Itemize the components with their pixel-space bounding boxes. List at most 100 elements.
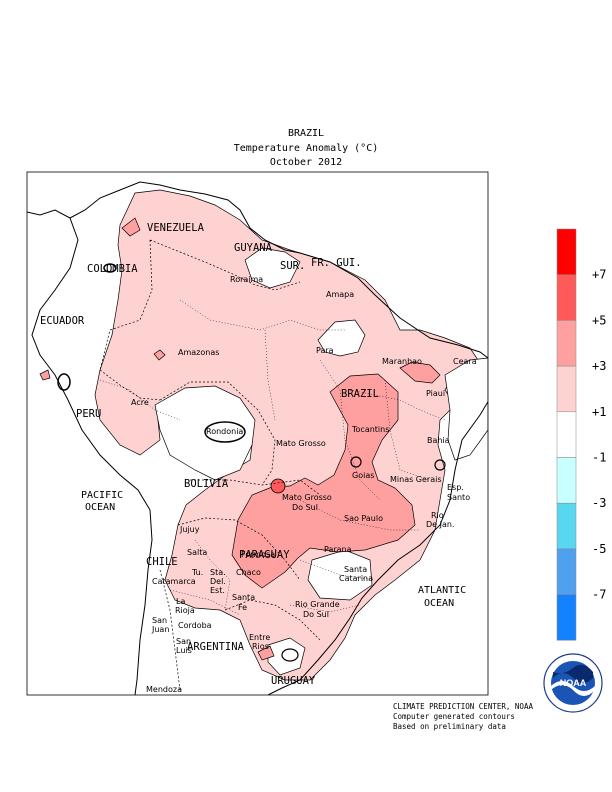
label-mgds-2: Do Sul xyxy=(292,503,318,512)
label-san-luis-1: San xyxy=(176,637,191,646)
legend-label: +1 xyxy=(592,405,606,419)
label-rgds-2: Do Sul xyxy=(303,610,329,619)
label-salta: Salta xyxy=(187,548,207,557)
map-frame xyxy=(26,171,489,696)
label-esp-santo-2: Santo xyxy=(447,493,470,502)
pacific-coastline xyxy=(27,209,153,695)
label-uruguay: URUGUAY xyxy=(271,675,316,687)
label-la-rioja-1: La xyxy=(176,597,185,606)
label-goias: Goias xyxy=(352,471,374,480)
anomaly-region-minus1 xyxy=(500,372,518,400)
label-san-juan-2: Juan xyxy=(151,625,169,634)
label-santa-catarina-2: Catarina xyxy=(339,574,373,583)
noaa-logo: NOAA xyxy=(543,653,603,713)
contour-ring-argentina xyxy=(281,648,299,662)
contour-ring-goias xyxy=(350,456,362,468)
label-ceara: Ceara xyxy=(453,357,477,366)
neutral-region-guyana xyxy=(244,247,301,289)
label-argentina: ARGENTINA xyxy=(187,641,245,653)
label-la-rioja-2: Rioja xyxy=(175,606,195,615)
anomaly-region-plus1 xyxy=(94,189,479,681)
legend-label: -5 xyxy=(592,542,606,556)
map-subtitle: Temperature Anomaly (°C) xyxy=(233,143,379,154)
label-amazonas: Amazonas xyxy=(178,348,219,357)
legend-label: +5 xyxy=(592,313,606,327)
label-cordoba: Cordoba xyxy=(178,621,212,630)
country-borders xyxy=(99,239,321,691)
contour-ring-rondonia xyxy=(204,421,246,443)
contour-ring-peru xyxy=(57,373,71,391)
anomaly-region-plus5 xyxy=(270,478,286,494)
label-ecuador: ECUADOR xyxy=(40,315,85,327)
noaa-logo-text: NOAA xyxy=(560,678,587,688)
label-tocantins: Tocantins xyxy=(351,425,389,434)
neutral-region-uruguay xyxy=(267,637,306,676)
label-peru: PERU xyxy=(76,408,101,420)
credit-line-2: Computer generated contours xyxy=(393,712,515,721)
label-maranhao: Maranhao xyxy=(382,357,422,366)
label-piaui: Piaui xyxy=(426,389,445,398)
label-bahia: Bahia xyxy=(427,436,450,445)
label-atlantic-2: OCEAN xyxy=(424,598,454,609)
label-brazil: BRAZIL xyxy=(341,388,379,400)
label-chile: CHILE xyxy=(146,556,178,568)
label-rondonia: Rondonia xyxy=(206,427,243,436)
label-sde-1: Sta. xyxy=(210,568,226,577)
label-rgds-1: Rio Grande xyxy=(295,600,340,609)
neutral-region-para xyxy=(317,319,366,357)
legend-label: +3 xyxy=(592,359,606,373)
label-entre-rios-2: Rios xyxy=(252,642,269,651)
label-catamarca: Catamarca xyxy=(152,577,196,586)
map-period: October 2012 xyxy=(269,157,343,168)
label-pacific-1: PACIFIC xyxy=(81,490,123,501)
legend-swatch xyxy=(556,457,577,504)
label-para: Para xyxy=(316,346,334,355)
legend-labels: +7 +5 +3 +1 -1 -3 -5 -7 xyxy=(592,268,606,602)
label-colombia: COLOMBIA xyxy=(87,263,138,275)
label-rio-2: De Jan. xyxy=(426,520,455,529)
legend-swatch xyxy=(556,411,577,458)
atlantic-coastline xyxy=(267,252,488,695)
label-jujuy: Jujuy xyxy=(179,525,200,534)
anomaly-region-plus3-argentina xyxy=(257,645,275,661)
anomaly-region-plus3-venezuela xyxy=(121,217,141,237)
map-title: BRAZIL xyxy=(287,128,325,139)
label-mendoza: Mendoza xyxy=(146,685,182,694)
legend-swatch xyxy=(556,594,577,641)
credit-line-3: Based on preliminary data xyxy=(393,722,506,731)
label-san-juan-1: San xyxy=(152,616,167,625)
label-santa-fe-2: Fe xyxy=(238,603,247,612)
label-suriname: SUR. xyxy=(280,260,305,272)
legend-label: -7 xyxy=(592,588,606,602)
legend-swatch xyxy=(556,502,577,550)
legend-swatch xyxy=(556,228,577,275)
legend-swatch xyxy=(556,320,577,367)
label-sde-2: Del. xyxy=(210,577,226,586)
label-santa-catarina-1: Santa xyxy=(344,565,367,574)
anomaly-region-plus3-amazonas xyxy=(153,349,166,361)
label-parana: Parana xyxy=(324,545,352,554)
label-santa-fe-1: Santa xyxy=(232,593,255,602)
neutral-region-ne xyxy=(444,357,488,461)
label-entre-rios-1: Entre xyxy=(249,633,270,642)
legend-color-bar xyxy=(556,228,577,641)
state-borders xyxy=(99,299,446,616)
legend-swatch xyxy=(556,274,577,321)
label-san-luis-2: Luis xyxy=(176,646,192,655)
label-paraguay: PARAGUAY xyxy=(239,549,290,561)
label-sao-paulo: Sao Paulo xyxy=(344,514,383,523)
label-pacific-2: OCEAN xyxy=(85,502,115,513)
legend-swatch xyxy=(556,365,577,413)
label-minas-gerais: Minas Gerais xyxy=(390,475,442,484)
anomaly-region-plus3-maranhao xyxy=(399,361,441,384)
legend-label: -3 xyxy=(592,496,606,510)
label-guyana: GUYANA xyxy=(234,242,273,254)
label-mgds-1: Mato Grosso xyxy=(282,493,332,502)
legend-swatch xyxy=(556,548,577,595)
label-atlantic-1: ATLANTIC xyxy=(418,585,466,596)
label-french-guiana: FR. GUI. xyxy=(311,257,362,269)
label-acre: Acre xyxy=(131,398,149,407)
label-sde-3: Est. xyxy=(210,586,225,595)
label-tucuman: Tu. xyxy=(191,568,203,577)
